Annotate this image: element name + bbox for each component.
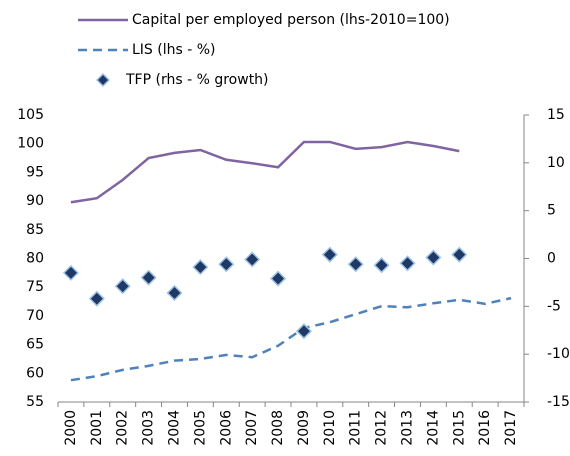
x-tick-label: 2017 xyxy=(503,410,519,446)
tfp-marker xyxy=(88,290,105,307)
tfp-marker xyxy=(244,251,261,268)
y-tick-label: 85 xyxy=(26,222,44,238)
y2-tick-label: -5 xyxy=(547,298,561,314)
y-tick-label: 60 xyxy=(26,365,44,381)
tfp-marker xyxy=(218,256,235,273)
tfp-marker xyxy=(321,246,338,263)
tfp-marker xyxy=(451,246,468,263)
legend-marker xyxy=(95,72,111,88)
series-line xyxy=(70,140,460,204)
tfp-marker xyxy=(166,284,183,302)
y-tick-label: 80 xyxy=(26,251,44,267)
x-tick-label: 2013 xyxy=(400,410,416,446)
y-tick-label: 105 xyxy=(17,107,44,123)
y2-tick-label: 0 xyxy=(547,251,556,267)
y2-tick-label: 15 xyxy=(547,107,565,123)
x-tick-label: 2004 xyxy=(167,410,183,446)
legend-label: LIS (lhs - %) xyxy=(132,42,216,58)
y2-tick-label: 10 xyxy=(547,155,565,171)
tfp-marker xyxy=(347,256,364,273)
tfp-marker xyxy=(140,269,157,286)
y-tick-label: 55 xyxy=(26,394,44,410)
x-tick-label: 2016 xyxy=(477,410,493,446)
legend-label: TFP (rhs - % growth) xyxy=(125,72,269,88)
tfp-marker xyxy=(425,249,442,266)
x-tick-label: 2002 xyxy=(115,410,131,446)
tfp-marker xyxy=(295,323,313,340)
tfp-marker xyxy=(269,270,287,287)
x-tick-label: 2008 xyxy=(270,410,286,446)
x-tick-label: 2000 xyxy=(63,410,79,446)
x-tick-label: 2010 xyxy=(322,410,338,446)
y-tick-label: 75 xyxy=(26,279,44,295)
y-tick-label: 100 xyxy=(17,136,44,152)
x-tick-label: 2007 xyxy=(244,410,260,446)
tfp-marker xyxy=(373,257,390,274)
y-tick-label: 95 xyxy=(26,164,44,180)
y2-tick-label: 5 xyxy=(547,203,556,219)
y-tick-label: 65 xyxy=(26,337,44,353)
x-tick-label: 2003 xyxy=(141,410,157,446)
y2-tick-label: -10 xyxy=(547,346,570,362)
x-tick-label: 2015 xyxy=(451,410,467,446)
y2-tick-label: -15 xyxy=(547,394,570,410)
x-tick-label: 2014 xyxy=(425,410,441,446)
x-tick-label: 2009 xyxy=(296,410,312,446)
y-tick-label: 70 xyxy=(26,308,44,324)
tfp-marker xyxy=(399,255,416,272)
series-line xyxy=(70,296,512,382)
legend-label: Capital per employed person (lhs-2010=10… xyxy=(132,12,450,28)
x-tick-label: 2001 xyxy=(89,410,105,446)
x-tick-label: 2005 xyxy=(192,410,208,446)
x-tick-label: 2012 xyxy=(374,410,390,446)
y-tick-label: 90 xyxy=(26,193,44,209)
tfp-marker xyxy=(192,259,209,276)
x-tick-label: 2011 xyxy=(348,410,364,446)
tfp-marker xyxy=(62,264,80,281)
tfp-marker xyxy=(114,278,131,295)
x-tick-label: 2006 xyxy=(218,410,234,446)
